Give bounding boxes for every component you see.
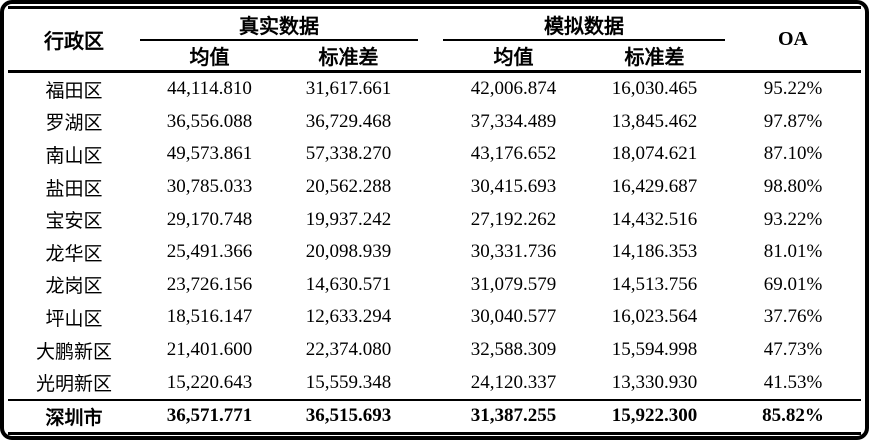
oa-cell: 41.53% [763, 371, 823, 393]
total-real-std-cell: 36,515.693 [305, 405, 392, 427]
district-cell: 罗湖区 [45, 113, 103, 135]
header-group-real-data: 真实数据 [140, 9, 418, 41]
real-mean-cell: 23,726.156 [166, 273, 253, 295]
real-mean-cell: 36,556.088 [166, 110, 253, 132]
real-mean-cell: 29,170.748 [166, 208, 253, 230]
table-row: 坪山区 18,516.147 12,633.294 30,040.577 16,… [8, 301, 861, 334]
sim-std-cell: 16,429.687 [611, 176, 698, 198]
real-std-cell: 36,729.468 [305, 110, 392, 132]
district-cell: 盐田区 [45, 178, 103, 200]
sim-mean-cell: 24,120.337 [470, 371, 557, 393]
table-row: 福田区 44,114.810 31,617.661 42,006.874 16,… [8, 73, 861, 106]
district-cell: 龙岗区 [45, 276, 103, 298]
district-cell: 龙华区 [45, 243, 103, 265]
district-cell: 光明新区 [35, 374, 112, 396]
real-std-cell: 57,338.270 [305, 143, 392, 165]
sim-std-cell: 14,432.516 [611, 208, 698, 230]
district-cell: 福田区 [45, 80, 103, 102]
real-std-cell: 20,562.288 [305, 176, 392, 198]
sim-std-cell: 16,023.564 [611, 306, 698, 328]
real-mean-cell: 30,785.033 [166, 176, 253, 198]
real-std-cell: 15,559.348 [305, 371, 392, 393]
table-row: 龙岗区 23,726.156 14,630.571 31,079.579 14,… [8, 269, 861, 302]
total-sim-std-cell: 15,922.300 [611, 405, 698, 427]
oa-cell: 98.80% [763, 176, 823, 198]
sim-mean-cell: 30,040.577 [470, 306, 557, 328]
real-mean-cell: 49,573.861 [166, 143, 253, 165]
header-real-mean: 均值 [189, 47, 230, 69]
real-std-cell: 19,937.242 [305, 208, 392, 230]
real-mean-cell: 25,491.366 [166, 241, 253, 263]
sim-mean-cell: 32,588.309 [470, 339, 557, 361]
sim-mean-cell: 30,415.693 [470, 176, 557, 198]
sim-std-cell: 15,594.998 [611, 339, 698, 361]
header-oa: OA [778, 28, 808, 50]
real-mean-cell: 44,114.810 [167, 78, 252, 100]
sim-std-cell: 13,845.462 [611, 110, 698, 132]
header-district: 行政区 [44, 31, 104, 53]
header-sim-std: 标准差 [624, 47, 685, 69]
district-cell: 宝安区 [45, 211, 103, 233]
table-row: 罗湖区 36,556.088 36,729.468 37,334.489 13,… [8, 106, 861, 139]
district-cell: 南山区 [45, 145, 103, 167]
total-district-cell: 深圳市 [45, 407, 103, 429]
oa-cell: 93.22% [763, 208, 823, 230]
table-header: 行政区 真实数据 模拟数据 OA 均值 标准差 均值 标准差 [8, 6, 861, 73]
sim-mean-cell: 31,079.579 [470, 273, 557, 295]
total-oa-cell: 85.82% [762, 405, 824, 427]
oa-cell: 87.10% [763, 143, 823, 165]
real-std-cell: 12,633.294 [305, 306, 392, 328]
real-std-cell: 20,098.939 [305, 241, 392, 263]
table-row: 南山区 49,573.861 57,338.270 43,176.652 18,… [8, 138, 861, 171]
real-mean-cell: 15,220.643 [166, 371, 253, 393]
sim-std-cell: 14,513.756 [611, 273, 698, 295]
sim-std-cell: 14,186.353 [611, 241, 698, 263]
real-mean-cell: 18,516.147 [166, 306, 253, 328]
total-sim-mean-cell: 31,387.255 [470, 405, 557, 427]
header-sim-mean: 均值 [493, 47, 534, 69]
oa-cell: 47.73% [763, 339, 823, 361]
sim-mean-cell: 42,006.874 [470, 78, 557, 100]
table-total-row: 深圳市 36,571.771 36,515.693 31,387.255 15,… [8, 398, 861, 435]
sim-std-cell: 16,030.465 [611, 78, 698, 100]
header-real-std: 标准差 [318, 47, 379, 69]
sim-mean-cell: 27,192.262 [470, 208, 557, 230]
district-cell: 坪山区 [45, 308, 103, 330]
oa-cell: 37.76% [763, 306, 823, 328]
sim-std-cell: 13,330.930 [611, 371, 698, 393]
table-row: 龙华区 25,491.366 20,098.939 30,331.736 14,… [8, 236, 861, 269]
table-body: 福田区 44,114.810 31,617.661 42,006.874 16,… [8, 73, 861, 399]
real-std-cell: 14,630.571 [305, 273, 392, 295]
real-mean-cell: 21,401.600 [166, 339, 253, 361]
total-real-mean-cell: 36,571.771 [166, 405, 253, 427]
oa-cell: 81.01% [763, 241, 823, 263]
real-std-cell: 31,617.661 [305, 78, 392, 100]
sim-std-cell: 18,074.621 [611, 143, 698, 165]
oa-cell: 95.22% [763, 78, 823, 100]
table-row: 光明新区 15,220.643 15,559.348 24,120.337 13… [8, 366, 861, 399]
oa-cell: 97.87% [763, 110, 823, 132]
header-group-simulated-data: 模拟数据 [443, 9, 725, 41]
sim-mean-cell: 43,176.652 [470, 143, 557, 165]
sim-mean-cell: 30,331.736 [470, 241, 557, 263]
oa-cell: 69.01% [763, 273, 823, 295]
table-row: 宝安区 29,170.748 19,937.242 27,192.262 14,… [8, 203, 861, 236]
sim-mean-cell: 37,334.489 [470, 110, 557, 132]
real-std-cell: 22,374.080 [305, 339, 392, 361]
table-row: 大鹏新区 21,401.600 22,374.080 32,588.309 15… [8, 334, 861, 367]
district-cell: 大鹏新区 [35, 341, 112, 363]
table-row: 盐田区 30,785.033 20,562.288 30,415.693 16,… [8, 171, 861, 204]
